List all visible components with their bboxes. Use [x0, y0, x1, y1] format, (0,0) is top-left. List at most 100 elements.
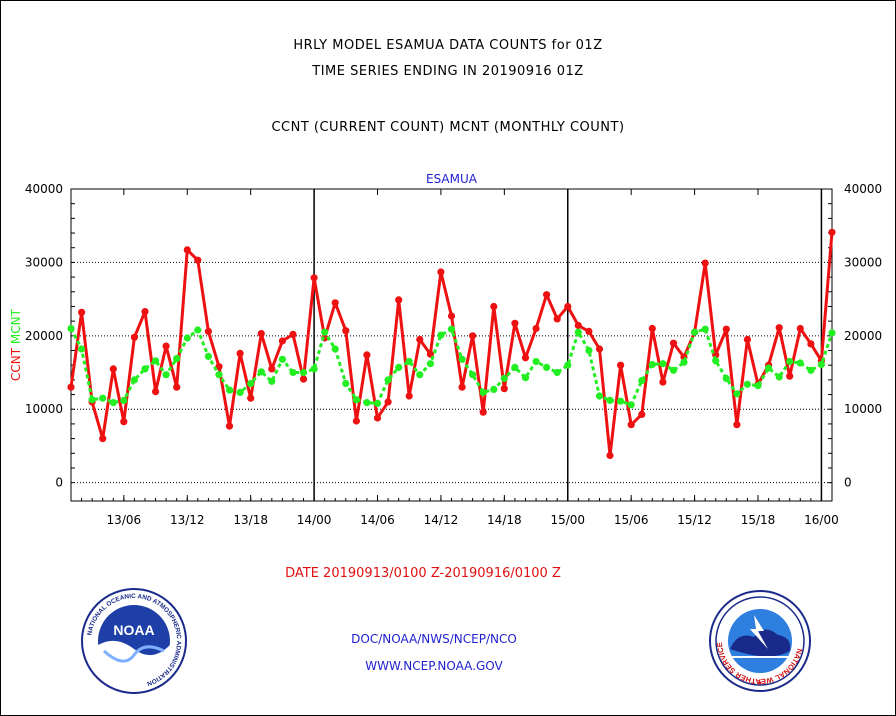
data-point-mcnt — [183, 334, 191, 342]
data-point-mcnt — [638, 377, 646, 385]
data-point-mcnt — [807, 366, 815, 374]
data-point-mcnt — [194, 326, 202, 334]
data-point-mcnt — [659, 360, 667, 368]
data-point-mcnt — [511, 363, 519, 371]
data-point-ccnt — [109, 365, 117, 373]
data-point-ccnt — [796, 324, 804, 333]
data-point-mcnt — [78, 345, 86, 353]
data-point-ccnt — [617, 361, 625, 369]
data-point-mcnt — [712, 357, 720, 365]
y-tick-label-left: 20000 — [25, 329, 63, 343]
website-label: WWW.NCEP.NOAA.GOV — [365, 659, 503, 673]
data-point-mcnt — [521, 374, 530, 382]
data-point-ccnt — [173, 383, 181, 391]
data-point-ccnt — [437, 268, 445, 276]
data-point-mcnt — [500, 374, 508, 382]
data-point-mcnt — [162, 371, 170, 379]
data-point-mcnt — [437, 331, 445, 339]
data-point-ccnt — [236, 349, 244, 357]
axis-layer — [70, 188, 833, 502]
data-point-mcnt — [363, 399, 371, 407]
date-range-label: DATE 20190913/0100 Z-20190916/0100 Z — [285, 566, 561, 581]
data-point-ccnt — [204, 327, 212, 335]
data-point-mcnt — [310, 365, 318, 373]
data-point-ccnt — [352, 417, 360, 425]
data-point-mcnt — [257, 368, 265, 376]
x-tick-label: 13/12 — [170, 513, 205, 527]
data-point-mcnt — [627, 401, 635, 409]
data-point-ccnt — [67, 383, 75, 391]
data-point-mcnt — [479, 388, 487, 396]
y-tick-label-left: 0 — [55, 476, 63, 490]
x-tick-label: 13/18 — [233, 513, 268, 527]
y-tick-label-right: 10000 — [844, 402, 882, 416]
x-tick-label: 15/06 — [614, 513, 649, 527]
data-point-mcnt — [606, 396, 614, 404]
y-axis-label: CCNT MCNT — [9, 308, 23, 381]
data-point-mcnt — [532, 357, 540, 366]
data-point-mcnt — [395, 363, 403, 371]
data-point-ccnt — [120, 418, 128, 426]
data-point-mcnt — [458, 355, 466, 363]
data-point-ccnt — [627, 421, 635, 429]
x-tick-label: 15/18 — [741, 513, 776, 527]
data-point-mcnt — [426, 360, 434, 368]
data-point-ccnt — [342, 327, 350, 335]
y-axis-label-ccnt: CCNT — [9, 344, 23, 381]
data-point-mcnt — [765, 364, 773, 372]
x-tick-label: 16/00 — [804, 513, 839, 527]
data-point-mcnt — [733, 390, 741, 398]
x-tick-label: 14/06 — [360, 513, 395, 527]
data-point-mcnt — [817, 360, 826, 369]
data-point-mcnt — [490, 385, 498, 393]
data-point-mcnt — [405, 357, 413, 366]
y-tick-label-right: 20000 — [844, 329, 882, 343]
data-point-mcnt — [67, 324, 75, 333]
data-point-mcnt — [120, 396, 128, 404]
data-point-ccnt — [331, 299, 339, 307]
data-point-mcnt — [278, 355, 286, 363]
data-point-ccnt — [574, 321, 582, 330]
data-point-mcnt — [342, 379, 350, 388]
data-point-mcnt — [574, 328, 582, 336]
data-point-mcnt — [416, 371, 424, 379]
data-point-ccnt — [595, 345, 604, 353]
x-tick-label: 14/18 — [487, 513, 522, 527]
data-point-mcnt — [141, 365, 149, 373]
data-point-mcnt — [352, 396, 360, 404]
data-point-ccnt — [395, 296, 403, 304]
y-tick-label-left: 10000 — [25, 402, 63, 416]
data-point-ccnt — [225, 422, 234, 430]
data-point-ccnt — [648, 324, 656, 333]
data-point-ccnt — [775, 324, 783, 332]
data-point-mcnt — [543, 363, 551, 371]
data-point-mcnt — [130, 376, 138, 384]
data-point-ccnt — [564, 302, 572, 311]
data-point-mcnt — [384, 376, 392, 384]
data-point-mcnt — [99, 394, 107, 402]
data-point-ccnt — [521, 354, 530, 362]
data-point-ccnt — [247, 394, 255, 402]
data-point-mcnt — [331, 345, 339, 353]
data-point-mcnt — [828, 329, 836, 337]
data-point-ccnt — [500, 385, 508, 393]
y-axis-label-mcnt: MCNT — [9, 308, 23, 344]
data-point-ccnt — [99, 435, 107, 443]
y-tick-label-right: 0 — [844, 476, 852, 490]
data-point-ccnt — [416, 335, 424, 344]
data-point-mcnt — [289, 368, 297, 377]
data-point-ccnt — [490, 302, 498, 311]
data-point-ccnt — [659, 378, 667, 386]
data-point-ccnt — [310, 274, 318, 282]
data-point-ccnt — [162, 342, 170, 350]
data-point-mcnt — [722, 374, 730, 382]
data-point-mcnt — [595, 392, 604, 400]
nws-logo: NATIONAL WEATHER SERVICE ★ — [709, 590, 811, 692]
y-tick-label-right: 40000 — [844, 182, 882, 196]
data-point-ccnt — [638, 410, 646, 418]
data-point-ccnt — [722, 325, 730, 333]
data-point-mcnt — [204, 352, 212, 360]
data-point-ccnt — [469, 332, 477, 340]
data-point-ccnt — [278, 337, 286, 345]
